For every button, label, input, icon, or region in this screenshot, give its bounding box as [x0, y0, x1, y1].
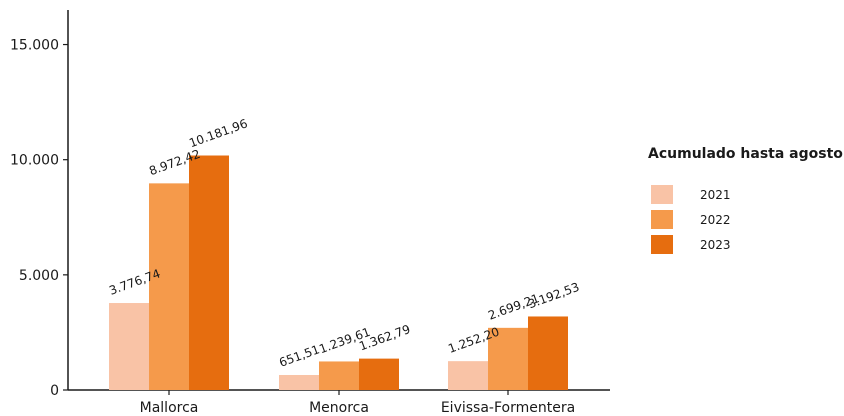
data-labels: 3.776,748.972,4210.181,96651,511.239,611…: [107, 116, 581, 370]
y-tick-label: 5.000: [19, 268, 59, 284]
x-tick-label: Eivissa-Formentera: [441, 400, 575, 416]
x-tick-label: Menorca: [309, 400, 369, 416]
y-tick-label: 10.000: [10, 153, 59, 169]
bar-2021: [279, 374, 319, 390]
legend: Acumulado hasta agosto 2021 2022 2023: [648, 146, 843, 254]
bar-2021: [448, 361, 488, 390]
legend-label: 2023: [700, 238, 731, 252]
bar-2022: [488, 327, 528, 390]
bar-2023: [189, 155, 229, 390]
bar-2022: [149, 183, 189, 390]
legend-swatch: [651, 210, 673, 229]
data-label: 3.192,53: [526, 280, 581, 311]
legend-title: Acumulado hasta agosto: [648, 146, 843, 162]
legend-swatch: [651, 185, 673, 204]
data-label: 651,51: [277, 342, 321, 370]
legend-label: 2022: [700, 213, 731, 227]
legend-swatch: [651, 235, 673, 254]
x-tick-label: Mallorca: [140, 400, 199, 416]
axes: 0 5.000 10.000 15.000 Mallorca Menorca Eivissa…: [10, 10, 610, 416]
bars: [109, 155, 568, 390]
bar-2023: [528, 316, 568, 390]
legend-label: 2021: [700, 188, 731, 202]
bar-2023: [359, 358, 399, 390]
y-tick-label: 0: [50, 383, 59, 399]
bar-2021: [109, 303, 149, 390]
y-tick-label: 15.000: [10, 38, 59, 54]
bar-2022: [319, 361, 359, 390]
data-label: 10.181,96: [187, 116, 249, 150]
